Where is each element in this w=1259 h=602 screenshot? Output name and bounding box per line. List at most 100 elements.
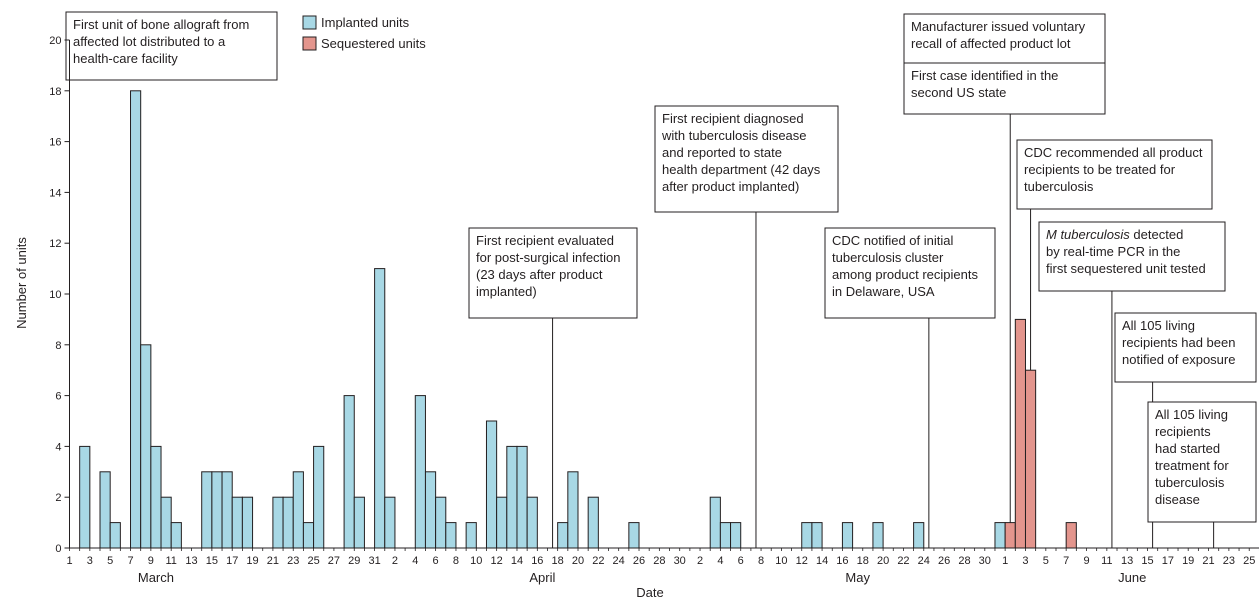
x-tick-label: 12 — [491, 555, 503, 567]
annotation-text-line: in Delaware, USA — [832, 284, 935, 299]
x-tick-label: 3 — [1022, 555, 1028, 567]
annotation-text-line: All 105 living — [1155, 407, 1228, 422]
annotation-text-line: First unit of bone allograft from — [73, 17, 249, 32]
x-tick-label: 24 — [613, 555, 625, 567]
x-tick-label: 20 — [572, 555, 584, 567]
bar-implanted — [496, 496, 508, 549]
x-tick-label: 25 — [1243, 555, 1255, 567]
annotation-text-line: implanted) — [476, 284, 537, 299]
annotation-text-line: second US state — [911, 85, 1006, 100]
bar-implanted — [709, 496, 721, 549]
y-tick-label: 14 — [49, 187, 61, 199]
y-tick-label: 16 — [49, 137, 61, 149]
x-tick-label: 8 — [758, 555, 764, 567]
annotation-text-line: tuberculosis — [1024, 179, 1094, 194]
bar-implanted — [994, 522, 1006, 549]
x-tick-label: 9 — [1083, 555, 1089, 567]
annotation-text-line: affected lot distributed to a — [73, 34, 226, 49]
x-tick-label: 23 — [287, 555, 299, 567]
bar-sequestered — [1014, 318, 1026, 549]
bar-implanted — [465, 522, 477, 549]
bar-sequestered — [1024, 369, 1037, 549]
x-tick-label: 17 — [226, 555, 238, 567]
bar-implanted — [628, 522, 640, 549]
annotation-text-line: tuberculosis — [1155, 475, 1225, 490]
annotation-text-line: Manufacturer issued voluntary — [911, 19, 1086, 34]
y-tick-label: 8 — [55, 340, 61, 352]
x-tick-label: 31 — [368, 555, 380, 567]
annotation-text-line: All 105 living — [1122, 318, 1195, 333]
bar-implanted — [221, 471, 233, 549]
x-tick-label: 7 — [1063, 555, 1069, 567]
y-tick-label: 2 — [55, 492, 61, 504]
bar-implanted — [302, 522, 315, 549]
bar-implanted — [435, 496, 447, 549]
x-tick-label: 13 — [185, 555, 197, 567]
x-tick-label: 1 — [1002, 555, 1008, 567]
x-tick-label: 22 — [592, 555, 604, 567]
legend-label-implanted: Implanted units — [321, 15, 410, 30]
bar-implanted — [130, 90, 142, 549]
x-tick-label: 5 — [1043, 555, 1049, 567]
x-tick-label: 19 — [246, 555, 258, 567]
bar-implanted — [374, 268, 386, 549]
annotation-text-line: after product implanted) — [662, 179, 799, 194]
y-tick-label: 6 — [55, 391, 61, 403]
y-tick-label: 18 — [49, 86, 61, 98]
bar-implanted — [99, 471, 111, 549]
annotation: All 105 living recipients had been notifie… — [1114, 312, 1257, 548]
annotation-text-line: for post-surgical infection — [476, 250, 621, 265]
annotation: First recipient evaluated for post-surgic… — [468, 227, 638, 548]
annotation-box — [65, 11, 278, 81]
bar-implanted — [282, 496, 294, 549]
x-tick-label: 21 — [1202, 555, 1214, 567]
bar-implanted — [272, 496, 284, 549]
legend-label-sequestered: Sequestered units — [321, 36, 426, 51]
annotation: Manufacturer issued voluntary recall of a… — [903, 13, 1106, 64]
bar-implanted — [201, 471, 213, 549]
annotation-text-line: First recipient evaluated — [476, 233, 614, 248]
bar-implanted — [353, 496, 365, 549]
x-tick-label: 1 — [66, 555, 72, 567]
x-tick-label: 11 — [165, 555, 176, 567]
x-tick-label: 29 — [348, 555, 360, 567]
y-axis-title: Number of units — [14, 237, 29, 329]
x-tick-label: 12 — [796, 555, 808, 567]
annotation-text-line: treatment for — [1155, 458, 1229, 473]
x-tick-label: 23 — [1223, 555, 1235, 567]
annotation-box — [654, 105, 839, 213]
x-tick-label: 19 — [1182, 555, 1194, 567]
x-tick-label: 14 — [511, 555, 523, 567]
x-tick-label: 15 — [1141, 555, 1153, 567]
x-tick-label: 22 — [897, 555, 909, 567]
x-tick-label: 15 — [206, 555, 218, 567]
bar-sequestered — [1004, 522, 1016, 549]
bar-implanted — [841, 522, 854, 549]
x-tick-label: 3 — [87, 555, 93, 567]
x-tick-label: 6 — [738, 555, 744, 567]
annotation: CDC recommended all product recipients to… — [1016, 139, 1213, 548]
bar-implanted — [424, 471, 437, 549]
bar-implanted — [211, 471, 223, 549]
y-tick-label: 0 — [55, 543, 61, 555]
month-label: June — [1118, 570, 1146, 585]
x-tick-label: 9 — [148, 555, 154, 567]
annotation-box — [1038, 221, 1226, 292]
annotation-box — [1114, 312, 1257, 383]
annotation-text-line: health-care facility — [73, 51, 178, 66]
bar-implanted — [241, 496, 254, 549]
y-tick-label: 12 — [49, 238, 61, 250]
bar-implanted — [292, 471, 304, 549]
bar-sequestered — [1065, 522, 1077, 549]
x-tick-label: 20 — [877, 555, 889, 567]
bar-implanted — [811, 522, 823, 549]
annotation: First unit of bone allograft from affecte… — [65, 11, 278, 548]
bar-implanted — [414, 395, 426, 549]
annotation-box — [1147, 401, 1257, 523]
bar-implanted — [526, 496, 538, 549]
annotation-text-line: recipients — [1155, 424, 1211, 439]
x-tick-label: 7 — [127, 555, 133, 567]
annotation-text-line: had started — [1155, 441, 1220, 456]
annotation: M tuberculosis detected by real-time PCR … — [1038, 221, 1226, 548]
x-tick-label: 4 — [717, 555, 723, 567]
